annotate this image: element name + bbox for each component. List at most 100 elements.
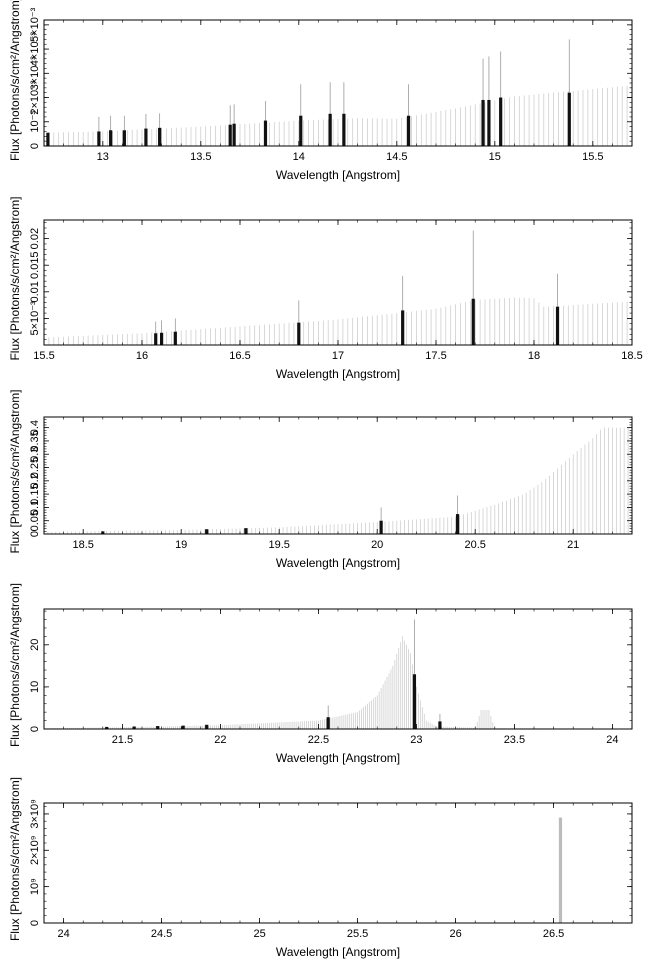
line-bar (555, 306, 560, 345)
x-tick-label: 15.5 (33, 350, 54, 362)
x-tick-label: 24 (57, 928, 69, 940)
line-bar (122, 130, 126, 146)
line-bar (567, 92, 571, 146)
x-axis-label: Wavelength [Angstrom] (276, 556, 400, 570)
line-bar (156, 726, 160, 729)
line-bar (342, 113, 346, 146)
x-axis-label: Wavelength [Angstrom] (276, 168, 400, 182)
line-bar (105, 726, 109, 729)
x-tick-label: 17.5 (425, 350, 446, 362)
x-tick-label: 21 (567, 539, 579, 551)
x-tick-label: 25.5 (347, 928, 368, 940)
line-bar (97, 131, 101, 146)
plot-frame (43, 608, 633, 730)
line-bar (158, 127, 162, 146)
y-tick-label: 0 (29, 143, 41, 149)
x-tick-label: 15.5 (582, 151, 603, 163)
x-tick-label: 24.5 (151, 928, 172, 940)
line-bar (205, 724, 209, 729)
line-bar (438, 721, 442, 729)
x-tick-label: 13.5 (190, 151, 211, 163)
x-tick-label: 18.5 (72, 539, 93, 551)
x-tick-label: 14.5 (386, 151, 407, 163)
line-bar (181, 725, 185, 729)
line-bar (228, 124, 232, 146)
line-bar (379, 520, 383, 534)
x-tick-label: 18.5 (621, 350, 642, 362)
continuum (43, 636, 633, 729)
y-axis-label: Flux [Photons/s/cm²/Angstrom] (8, 196, 22, 360)
x-axis-label: Wavelength [Angstrom] (276, 945, 400, 959)
x-tick-label: 19 (175, 539, 187, 551)
plot-frame (43, 802, 633, 924)
y-tick-label: 0.015 (29, 251, 41, 279)
x-tick-label: 26.5 (543, 928, 564, 940)
line-bar (455, 514, 460, 534)
y-tick-label: 0.25 (29, 457, 41, 478)
y-tick-label: 0 (29, 726, 41, 732)
line-bar (401, 310, 405, 345)
x-tick-label: 15 (489, 151, 501, 163)
x-tick-label: 22.5 (308, 734, 329, 746)
x-tick-label: 20 (371, 539, 383, 551)
line-bar (328, 113, 332, 146)
y-tick-label: 4×10⁻³ (29, 32, 41, 67)
line-bar (412, 674, 417, 729)
y-tick-label: 0.4 (29, 420, 41, 435)
y-tick-label: 0.01 (29, 281, 41, 302)
continuum (43, 427, 633, 534)
y-tick-label: 5×10⁻³ (29, 7, 41, 42)
y-tick-label: 5×10⁻³ (29, 301, 41, 336)
x-tick-label: 18 (528, 350, 540, 362)
y-tick-label: 2×10⁹ (29, 836, 41, 866)
y-tick-label: 0.15 (29, 483, 41, 504)
y-axis-label: Flux [Photons/s/cm²/Angstrom] (8, 583, 22, 747)
x-tick-label: 23.5 (504, 734, 525, 746)
line-bar (205, 529, 209, 534)
y-axis-label: Flux [Photons/s/cm²/Angstrom] (8, 389, 22, 553)
x-tick-label: 22 (214, 734, 226, 746)
x-tick-label: 16 (136, 350, 148, 362)
line-bar (481, 99, 485, 146)
line-bar (487, 99, 491, 146)
y-tick-label: 10⁹ (29, 878, 41, 895)
panel-4: 21.5 22 22.5 23 23.5 24 0 10 20 Wavelength [Angst… (8, 583, 633, 765)
x-tick-label: 21.5 (112, 734, 133, 746)
y-axis-label: Flux [Photons/s/cm²/Angstrom] (8, 0, 22, 161)
line-bar (471, 298, 475, 345)
y-tick-label: 20 (29, 639, 41, 651)
y-tick-label: 0.05 (29, 510, 41, 531)
panel-1: 13 13.5 14 14.5 15 15.5 0 10⁻³2×10⁻³3×10⁻³4×10⁻… (8, 0, 633, 182)
x-tick-label: 14 (293, 151, 305, 163)
y-tick-label: 10⁻³ (29, 111, 41, 133)
continuum (43, 297, 633, 345)
x-tick-label: 25 (253, 928, 265, 940)
x-tick-label: 20.5 (464, 539, 485, 551)
panel-3: 18.5 19 19.5 20 20.5 2100.050.10.150.20.250.3… (8, 389, 633, 570)
line-bar (160, 332, 164, 345)
line-bar (299, 115, 303, 146)
x-tick-label: 16.5 (229, 350, 250, 362)
y-tick-label: 0 (29, 531, 41, 537)
panel-5: 24 24.5 25 25.5 26 26.5 0 10⁹ 2×10⁹ 3×10⁹ Waveleng… (8, 777, 633, 959)
panel-2: 15.5 16 16.5 17 17.5 18 18.5 5×10⁻³0.01 0.015 0.0… (8, 196, 643, 381)
x-tick-label: 13 (97, 151, 109, 163)
y-tick-label: 0.2 (29, 473, 41, 488)
y-tick-label: 0.35 (29, 430, 41, 451)
line-bar (326, 717, 330, 729)
line-bar (232, 123, 236, 146)
x-axis-label: Wavelength [Angstrom] (276, 751, 400, 765)
line-bar (144, 128, 148, 146)
line-bar (558, 817, 563, 923)
x-axis-label: Wavelength [Angstrom] (276, 367, 400, 381)
y-tick-label: 3×10⁹ (29, 799, 41, 829)
y-tick-label: 10 (29, 681, 41, 693)
continuum (43, 85, 633, 146)
y-tick-label: 0.3 (29, 447, 41, 462)
y-axis-label: Flux [Photons/s/cm²/Angstrom] (8, 777, 22, 941)
line-bar (109, 130, 113, 146)
x-tick-label: 23 (410, 734, 422, 746)
y-tick-label: 3×10⁻³ (29, 56, 41, 91)
x-tick-label: 26 (449, 928, 461, 940)
